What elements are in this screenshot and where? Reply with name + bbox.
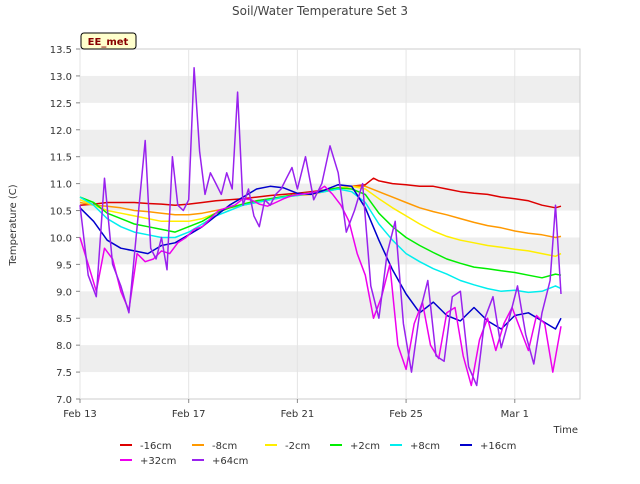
- site-label-box: EE_met: [80, 32, 137, 50]
- y-tick-label: 10.5: [50, 207, 72, 218]
- legend: -16cm -8cm -2cm +2cm +8cm +16cm +32cm +64cm: [120, 441, 516, 467]
- legend-label: +32cm: [140, 456, 176, 467]
- y-tick-label: 7.5: [56, 368, 72, 379]
- x-tick-label: Feb 13: [63, 409, 97, 420]
- grid-band: [80, 345, 580, 373]
- y-tick-label: 8.5: [56, 314, 72, 325]
- grid-band: [80, 291, 580, 319]
- legend-label: +16cm: [480, 441, 516, 452]
- legend-entry: -16cm: [120, 441, 172, 452]
- y-tick-label: 11.0: [50, 180, 72, 191]
- y-tick-label: 12.0: [50, 126, 72, 137]
- legend-label: -8cm: [212, 441, 237, 452]
- legend-label: -2cm: [285, 441, 310, 452]
- y-tick-label: 9.0: [56, 287, 72, 298]
- legend-label: +2cm: [350, 441, 380, 452]
- y-tick-label: 8.0: [56, 341, 72, 352]
- y-tick-label: 9.5: [56, 260, 72, 271]
- grid-band: [80, 75, 580, 103]
- series-line-64cmcm-line: [79, 67, 562, 387]
- legend-entry: +8cm: [390, 441, 440, 452]
- legend-entry: -2cm: [265, 441, 310, 452]
- legend-entry: +64cm: [192, 456, 248, 467]
- y-tick-label: 13.0: [50, 72, 72, 83]
- legend-label: +8cm: [410, 441, 440, 452]
- y-tick-label: 7.0: [56, 395, 72, 406]
- site-label: EE_met: [88, 37, 129, 48]
- y-tick-label: 12.5: [50, 99, 72, 110]
- legend-label: -16cm: [140, 441, 172, 452]
- x-tick-label: Feb 25: [389, 409, 423, 420]
- series-line-32cmcm-line: [79, 185, 562, 387]
- chart-title: Soil/Water Temperature Set 3: [232, 4, 408, 18]
- y-tick-label: 10.0: [50, 233, 72, 244]
- y-tick-label: 11.5: [50, 153, 72, 164]
- grid-band: [80, 129, 580, 157]
- x-tick-label: Feb 17: [172, 409, 206, 420]
- grid-band: [80, 237, 580, 265]
- x-tick-label: Mar 1: [501, 409, 529, 420]
- legend-entry: +32cm: [120, 456, 176, 467]
- legend-entry: -8cm: [192, 441, 237, 452]
- y-tick-label: 13.5: [50, 45, 72, 56]
- legend-entry: +16cm: [460, 441, 516, 452]
- legend-entry: +2cm: [330, 441, 380, 452]
- legend-label: +64cm: [212, 456, 248, 467]
- y-axis-label: Temperature (C): [8, 184, 19, 266]
- x-axis-label: Time: [553, 425, 578, 436]
- x-tick-label: Feb 21: [281, 409, 315, 420]
